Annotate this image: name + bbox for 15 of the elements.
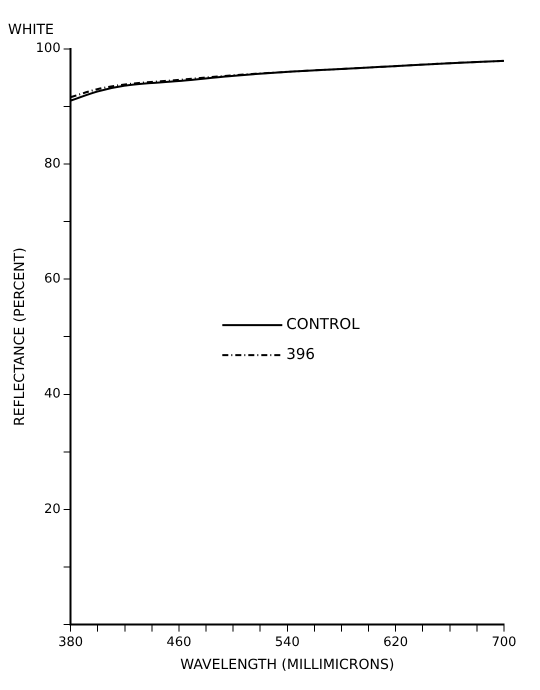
y-tick-label: 40 [44,386,61,402]
chart-title: WHITE [8,22,54,38]
x-tick-label: 620 [383,634,408,650]
y-axis-title: REFLECTANCE (PERCENT) [12,247,28,426]
x-tick-label: 540 [274,634,300,650]
legend-label: 396 [286,345,315,364]
x-tick-label: 460 [166,634,192,650]
x-tick-label: 700 [492,634,516,650]
y-tick-label: 100 [36,41,61,56]
y-tick-label: 80 [44,156,61,172]
legend-label: CONTROL [286,315,360,334]
x-axis-title: WAVELENGTH (MILLIMICRONS) [180,657,394,674]
x-tick-label: 380 [58,634,84,650]
y-tick-label: 20 [44,502,61,517]
y-tick-label: 60 [44,271,61,286]
